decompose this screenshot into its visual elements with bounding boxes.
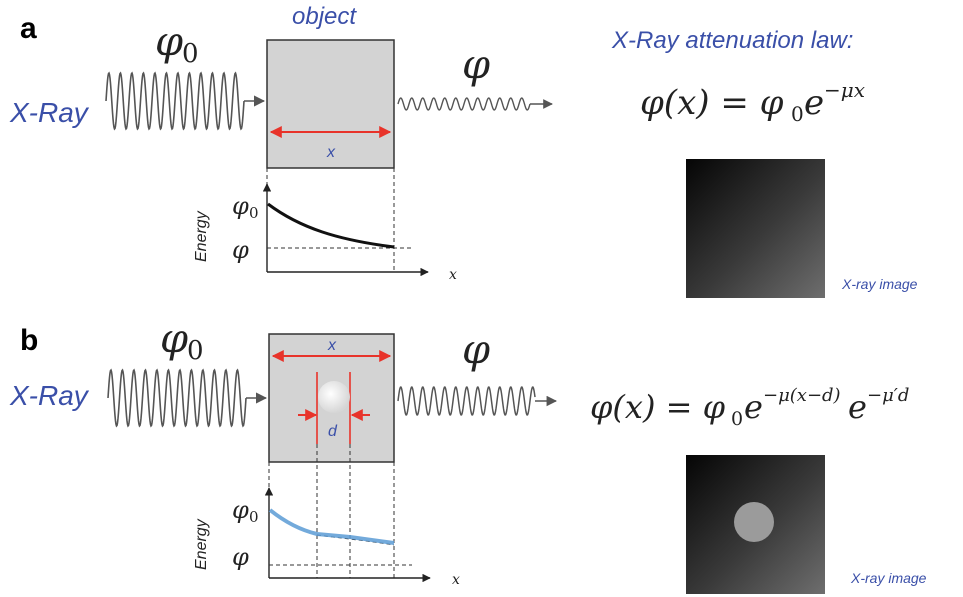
axis-phi-b: φ <box>232 543 249 571</box>
outgoing-xray-wave-b <box>397 386 536 416</box>
image-caption-b: X-ray image <box>850 570 927 586</box>
svg-text:e: e <box>744 388 763 426</box>
svg-text:−μ′d: −μ′d <box>867 385 909 406</box>
axis-x-label-b: x <box>452 572 460 588</box>
panel-b-xray-label: X-Ray <box>9 380 90 411</box>
panel-b: b φ 0 X-Ray x d φ <box>9 316 927 594</box>
axis-phi0-b: φ 0 <box>232 496 259 526</box>
svg-text:e: e <box>848 388 867 426</box>
svg-text:φ: φ <box>155 19 183 65</box>
energy-plot-a: Energy φ 0 φ x <box>193 183 457 283</box>
axis-x-label-a: x <box>449 267 457 283</box>
svg-text:φ: φ <box>232 496 249 524</box>
panel-b-label: b <box>20 324 38 357</box>
equation-a: φ(x) = φ 0 e −μx <box>640 78 865 126</box>
svg-text:0: 0 <box>731 408 743 430</box>
inclusion-label: d <box>328 423 338 440</box>
outgoing-xray-wave-a <box>397 97 531 111</box>
panel-a: a object φ 0 X-Ray x φ Energy φ <box>9 3 918 298</box>
image-caption-a: X-ray image <box>841 276 918 292</box>
axis-phi0-a: φ 0 <box>232 192 259 222</box>
xray-image-a <box>686 159 825 298</box>
incoming-xray-wave-b <box>107 368 247 428</box>
attenuation-curve-a <box>267 202 395 249</box>
width-label-a: x <box>326 144 336 161</box>
panel-a-xray-label: X-Ray <box>9 97 90 128</box>
panel-b-phi0: φ 0 <box>160 316 204 366</box>
incoming-xray-wave-a <box>105 71 245 131</box>
panel-a-phi0: φ 0 <box>155 19 199 69</box>
inclusion-sphere <box>318 381 350 413</box>
svg-text:−μx: −μx <box>824 78 865 102</box>
svg-text:0: 0 <box>249 204 259 222</box>
energy-axis-label-a: Energy <box>193 210 210 262</box>
panel-b-phi: φ <box>462 327 490 373</box>
svg-text:e: e <box>804 83 824 123</box>
svg-text:φ(x) = φ: φ(x) = φ <box>590 388 726 426</box>
svg-text:φ: φ <box>160 316 188 362</box>
energy-plot-b: Energy φ 0 φ x <box>193 487 460 588</box>
width-label-b: x <box>327 337 337 354</box>
svg-text:0: 0 <box>249 508 259 526</box>
svg-text:−μ(x−d): −μ(x−d) <box>763 385 841 406</box>
object-block-a <box>266 39 395 169</box>
law-title: X-Ray attenuation law: <box>611 27 853 54</box>
panel-a-label: a <box>20 12 37 45</box>
svg-text:0: 0 <box>182 39 199 69</box>
panel-a-phi: φ <box>462 42 490 88</box>
svg-text:0: 0 <box>791 102 804 126</box>
svg-text:0: 0 <box>187 336 204 366</box>
axis-phi-a: φ <box>232 236 249 264</box>
object-title: object <box>292 3 357 30</box>
energy-axis-label-b: Energy <box>193 518 210 570</box>
svg-text:φ(x) = φ: φ(x) = φ <box>640 83 784 123</box>
equation-b: φ(x) = φ 0 e −μ(x−d) e −μ′d <box>590 385 909 430</box>
attenuation-curve-b <box>268 508 395 545</box>
inclusion-shadow <box>734 502 774 542</box>
svg-text:φ: φ <box>232 192 249 220</box>
